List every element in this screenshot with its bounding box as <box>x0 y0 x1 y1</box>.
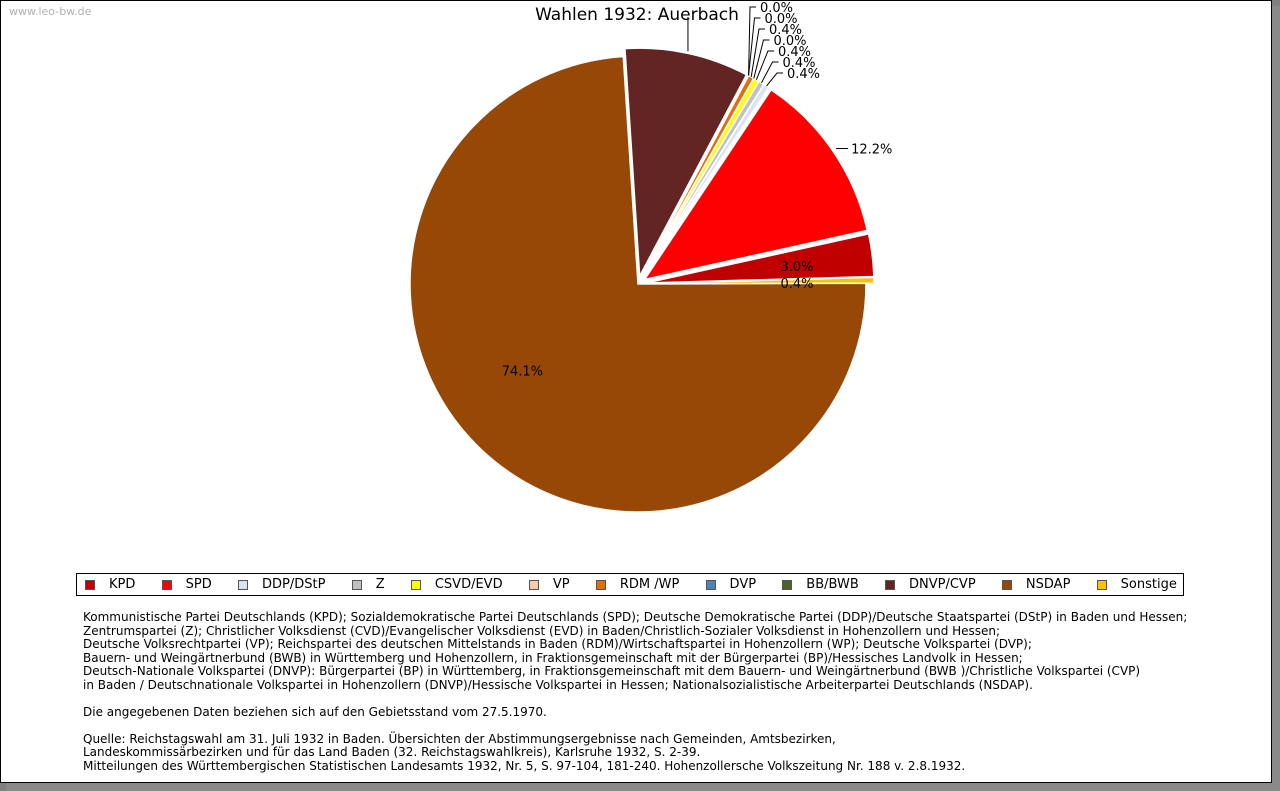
slice-data-label: 0.0% <box>760 1 793 16</box>
legend-label: NSDAP <box>1025 577 1071 592</box>
party-note-line: Bauern- und Weingärtnerbund (BWB) in Wür… <box>83 650 1023 665</box>
slice-data-label: 0.4% <box>780 277 813 292</box>
source-note-line: Quelle: Reichstagswahl am 31. Juli 1932 … <box>83 731 836 746</box>
pie-slice-spd <box>642 88 869 281</box>
legend-label: DDP/DStP <box>261 577 326 592</box>
frame-shadow-bottom <box>6 783 1280 791</box>
slice-data-label: 12.2% <box>851 143 892 158</box>
source-note-line: Mitteilungen des Württembergischen Stati… <box>83 758 966 773</box>
legend-label: CSVD/EVD <box>434 577 503 592</box>
legend-label: DVP <box>729 577 757 592</box>
legend-item: CSVD/EVD <box>410 577 503 592</box>
legend-swatch <box>161 579 172 590</box>
legend-item: KPD <box>85 577 135 592</box>
callout-line <box>755 50 774 81</box>
source-note-line: Landeskommissärbezirken und für das Land… <box>83 745 701 759</box>
legend-swatch <box>528 579 539 590</box>
legend-item: DDP/DStP <box>237 577 326 592</box>
party-abbreviations: Kommunistische Partei Deutschlands (KPD)… <box>83 610 1203 692</box>
footnotes: Kommunistische Partei Deutschlands (KPD)… <box>83 610 1203 774</box>
slice-data-label: 0.4% <box>769 23 802 38</box>
slice-data-label: 3.0% <box>780 260 813 275</box>
legend-label: Sonstige <box>1120 577 1177 592</box>
legend-swatch <box>351 579 362 590</box>
legend-item: SPD <box>161 577 212 592</box>
slice-data-label: 74.1% <box>502 365 543 380</box>
legend-swatch <box>782 579 793 590</box>
party-note-line: Deutsch-Nationale Volkspartei (DNVP): Bü… <box>83 664 1141 678</box>
legend-swatch <box>237 579 248 590</box>
legend-swatch <box>1001 579 1012 590</box>
legend-swatch <box>85 579 95 590</box>
party-note-line: Zentrumspartei (Z); Christlicher Volksdi… <box>83 623 1001 638</box>
slice-data-label: 0.0% <box>765 12 798 27</box>
legend: KPD SPD DDP/DStP Z CSVD/EVD VP RDM /WP DVP BB/BW… <box>76 573 1184 596</box>
legend-label: SPD <box>185 577 212 592</box>
chart-title-text: Wahlen 1932: Auerbach <box>535 5 739 25</box>
callout-line <box>750 28 765 77</box>
callout-line <box>748 17 761 76</box>
slice-data-label: 0.4% <box>783 56 816 71</box>
legend-label: BB/BWB <box>806 577 859 592</box>
watermark: www.leo-bw.de <box>9 5 92 18</box>
pie-slice-sonstige <box>645 276 875 285</box>
legend-label: VP <box>552 577 570 592</box>
legend-item: DVP <box>705 577 757 592</box>
legend-label: KPD <box>109 577 136 592</box>
legend-swatch <box>1096 579 1107 590</box>
slice-data-label: 0.4% <box>778 45 811 60</box>
pie-slice-kpd <box>645 233 875 284</box>
legend-item: NSDAP <box>1001 577 1071 592</box>
party-note-line: Kommunistische Partei Deutschlands (KPD)… <box>83 610 1188 624</box>
slice-data-label: 0.4% <box>787 67 820 82</box>
callout-line <box>753 39 770 79</box>
territory-note: Die angegebenen Daten beziehen sich auf … <box>83 704 547 719</box>
legend-swatch <box>595 579 606 590</box>
legend-item: Z <box>351 577 385 592</box>
party-note-line: Deutsche Volksrechtpartei (VP); Reichspa… <box>83 637 1032 651</box>
source-note: Quelle: Reichstagswahl am 31. Juli 1932 … <box>83 731 1203 774</box>
legend-item: Sonstige <box>1096 577 1177 592</box>
callout-line <box>748 6 756 76</box>
legend-label: Z <box>375 577 385 592</box>
legend-swatch <box>705 579 716 590</box>
pie-slice-nsdap <box>409 55 867 513</box>
party-note-line: in Baden / Deutschnationale Volkspartei … <box>83 677 1033 692</box>
slice-data-label: 0.0% <box>774 34 807 49</box>
legend-swatch <box>885 579 895 590</box>
legend-item: VP <box>528 577 570 592</box>
legend-label: RDM /WP <box>619 577 680 592</box>
pie-slice-dnvp-cvp <box>624 47 748 279</box>
chart-title: Wahlen 1932: Auerbach <box>1 5 1273 25</box>
legend-item: BB/BWB <box>782 577 859 592</box>
frame-shadow-right <box>1272 6 1280 791</box>
legend-swatch <box>410 579 421 590</box>
callout-line <box>761 61 779 84</box>
legend-item: DNVP/CVP <box>885 577 976 592</box>
callout-line <box>766 72 783 87</box>
legend-label: DNVP/CVP <box>909 577 976 592</box>
legend-item: RDM /WP <box>595 577 680 592</box>
